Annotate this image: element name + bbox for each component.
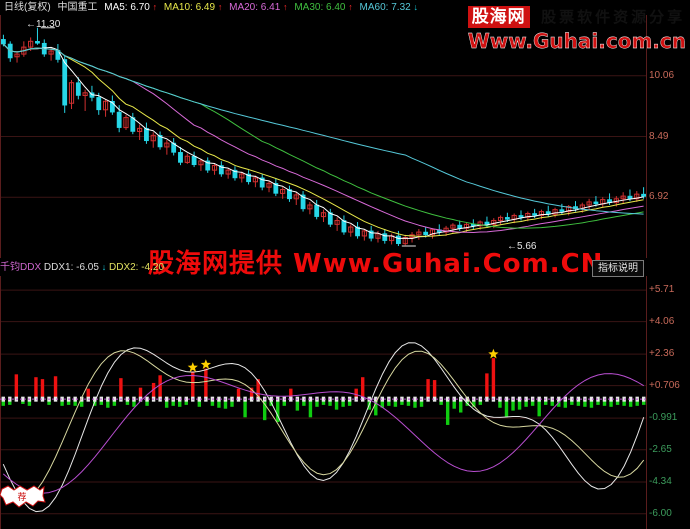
price-axis-tick: 10.06: [649, 69, 675, 81]
ma20-arrow-up-icon: ↑: [283, 2, 288, 12]
ma10-value: 6.49: [195, 2, 216, 13]
ma20-value: 6.41: [260, 2, 281, 13]
ma30-label: MA30:: [294, 2, 324, 13]
ma5-group: MA5: 6.70 ↑: [100, 0, 157, 15]
indicator-axis-tick: +4.06: [649, 315, 675, 327]
ma30-group: MA30: 6.40 ↑: [290, 0, 352, 15]
ddx-indicator-panel[interactable]: [0, 276, 647, 529]
low-price-annotation: ←5.66: [507, 241, 537, 252]
ma60-arrow-down-icon: ↓: [413, 2, 418, 12]
period-label[interactable]: 日线(复权): [4, 2, 51, 13]
ddx1-label: DDX1:: [43, 262, 74, 273]
badge-text: 荐: [17, 492, 26, 503]
watermark-slogan: 股票软件资源分享: [541, 8, 686, 26]
indicator-axis-tick: -0.991: [649, 412, 678, 424]
indicator-axis-tick: -4.34: [649, 476, 672, 488]
price-axis-tick: 6.92: [649, 191, 669, 203]
watermark-top-right: 股海网 股票软件资源分享 Www.Guhai.com.cn: [467, 6, 686, 53]
price-candlestick-panel[interactable]: [0, 15, 647, 258]
ma60-value: 7.32: [391, 2, 411, 13]
ma60-label: MA60:: [359, 2, 389, 13]
watermark-center: 股海网提供 Www.Guhai.Com.CN: [148, 249, 604, 279]
starburst-icon: 荐: [0, 485, 46, 508]
indicator-axis-tick: +2.36: [649, 348, 675, 360]
watermark-url: Www.Guhai.com.cn: [467, 29, 686, 53]
ma10-arrow-up-icon: ↑: [217, 2, 223, 12]
ddx2-value: -4.20: [141, 262, 165, 273]
stock-name-label[interactable]: 中国重工: [57, 2, 98, 13]
ma5-label: MA5:: [104, 2, 128, 13]
watermark-brand: 股海网: [467, 6, 530, 28]
ma20-label: MA20:: [229, 2, 259, 13]
ddx1-value: -6.05: [76, 262, 99, 273]
ma10-label: MA10:: [163, 2, 193, 13]
price-axis-tick: 8.49: [649, 130, 669, 142]
ma30-value: 6.40: [326, 2, 346, 13]
ddx2-label: DDX2:: [109, 262, 139, 273]
ma30-arrow-up-icon: ↑: [348, 2, 353, 12]
indicator-axis-tick: +0.706: [649, 379, 680, 391]
indicator-description-button[interactable]: 指标说明: [592, 260, 644, 277]
price-chart-svg: [0, 15, 647, 258]
price-chart-header: 日线(复权) 中国重工 MA5: 6.70 ↑ MA10: 6.49 ↑ MA2…: [0, 0, 690, 15]
indicator-chart-svg: [0, 276, 647, 529]
ddx1-arrow-down-icon: ↓: [101, 262, 107, 272]
indicator-axis-tick: -6.00: [649, 507, 672, 519]
ma5-arrow-up-icon: ↑: [152, 2, 158, 12]
indicator-name-label[interactable]: 千钧DDX: [0, 262, 42, 273]
indicator-axis: +5.71 +4.06 +2.36 +0.706 -0.991 -2.65 -4.34 -6.…: [647, 276, 690, 529]
indicator-header: 千钧DDX DDX1: -6.05 ↓ DDX2: -4.20: [0, 259, 690, 275]
ma60-group: MA60: 7.32 ↓: [356, 0, 418, 15]
ma10-group: MA10: 6.49 ↑: [160, 0, 222, 15]
price-axis: 10.06 8.49 6.92: [647, 15, 690, 258]
recommend-starburst-badge: 荐: [0, 485, 46, 511]
high-price-annotation: ←11.30: [26, 19, 61, 30]
indicator-axis-tick: -2.65: [649, 443, 672, 455]
ma20-group: MA20: 6.41 ↑: [225, 0, 287, 15]
indicator-axis-tick: +5.71: [649, 284, 675, 296]
ma5-value: 6.70: [130, 2, 150, 13]
